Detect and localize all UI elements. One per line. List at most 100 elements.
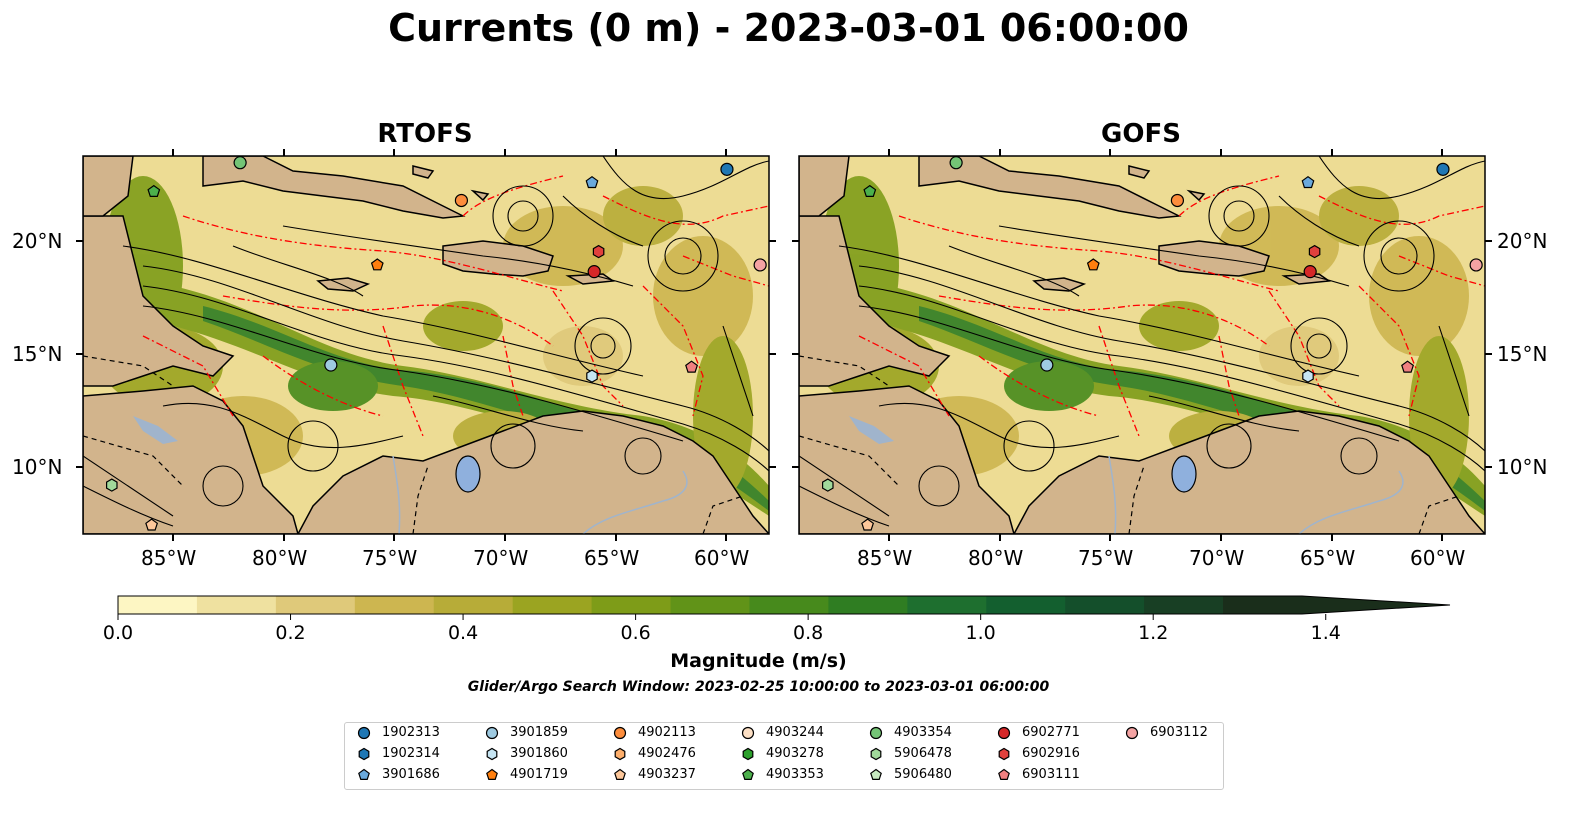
legend-marker-circle-icon — [869, 726, 883, 739]
legend-item: 3901859 — [485, 725, 568, 740]
legend-item: 6903111 — [997, 767, 1080, 782]
map-marker-4903354-gofs — [949, 156, 963, 170]
map-marker-4903353-rtofs — [147, 184, 161, 197]
legend-item: 6902771 — [997, 725, 1080, 740]
legend-marker-circle-icon — [1125, 726, 1139, 739]
lon-label-80w-left: 80°W — [252, 546, 308, 570]
legend-label: 4902476 — [638, 746, 696, 761]
colorbar-segment — [1065, 596, 1145, 614]
legend-label: 3901686 — [382, 767, 440, 782]
lon-label-75w-left: 75°W — [362, 546, 418, 570]
legend-label: 5906480 — [894, 767, 952, 782]
lon-label-65w-left: 65°W — [584, 546, 640, 570]
search-window-text: Glider/Argo Search Window: 2023-02-25 10… — [467, 679, 1050, 695]
legend-marker-pentagon-icon — [870, 768, 882, 780]
map-marker-4901719-rtofs — [370, 258, 384, 271]
legend-marker-pentagon-icon — [742, 768, 754, 780]
legend-label: 4903244 — [766, 725, 824, 740]
legend-marker-circle-icon — [357, 726, 371, 739]
colorbar-tick-label: 1.4 — [1310, 622, 1341, 644]
legend-marker-circle-icon — [485, 726, 499, 739]
map-marker-4901719-gofs — [1086, 258, 1100, 271]
map-marker-4902113-gofs — [1170, 193, 1185, 208]
legend-marker-circle-icon — [613, 726, 627, 739]
colorbar-segment — [196, 596, 277, 614]
legend-marker-pentagon-icon — [358, 768, 370, 780]
colorbar-tick-label: 0.2 — [275, 622, 306, 644]
colorbar-segment — [670, 596, 750, 614]
legend-label: 3901859 — [510, 725, 568, 740]
lon-label-70w-right: 70°W — [1189, 546, 1245, 570]
legend-item: 4903278 — [741, 746, 824, 761]
lon-label-70w-left: 70°W — [473, 546, 529, 570]
map-marker-1902313-rtofs — [720, 162, 734, 176]
map-marker-3901860-gofs — [1302, 369, 1314, 383]
legend-marker-hexagon-icon — [614, 747, 626, 760]
legend-label: 4902113 — [638, 725, 696, 740]
legend-item: 1902314 — [357, 746, 440, 761]
legend-item: 4903244 — [741, 725, 824, 740]
colorbar-tick-label: 0.4 — [447, 622, 479, 644]
legend-marker-pentagon-icon — [998, 768, 1010, 780]
lat-label-10n-right: 10°N — [1497, 455, 1548, 479]
lat-label-10n-left: 10°N — [12, 455, 63, 479]
legend-label: 3901860 — [510, 746, 568, 761]
colorbar-segment — [907, 596, 987, 614]
lon-label-80w-right: 80°W — [968, 546, 1024, 570]
colorbar-label: Magnitude (m/s) — [670, 650, 847, 672]
colorbar-outline — [117, 595, 1451, 615]
colorbar-tick-label: 1.0 — [965, 622, 996, 644]
legend-marker-hexagon-icon — [486, 747, 498, 760]
map-marker-3901859-gofs — [1040, 358, 1054, 372]
colorbar-tick-label: 0.0 — [102, 622, 134, 644]
legend-label: 4903354 — [894, 725, 952, 740]
legend-label: 1902314 — [382, 746, 440, 761]
legend-item: 5906480 — [869, 767, 952, 782]
legend-label: 6903111 — [1022, 767, 1080, 782]
legend-marker-hexagon-icon — [358, 747, 370, 760]
legend-marker-hexagon-icon — [742, 747, 754, 760]
legend-item: 4903353 — [741, 767, 824, 782]
map-marker-3901686-gofs — [1301, 175, 1315, 189]
map-marker-6903111-rtofs — [685, 360, 699, 373]
colorbar-segment — [118, 596, 198, 614]
legend-item: 4903354 — [869, 725, 952, 740]
map-marker-4903237-gofs — [861, 518, 875, 531]
gofs-map — [799, 156, 1485, 534]
map-marker-4903354-rtofs — [233, 156, 247, 170]
map-marker-6902771-rtofs — [587, 265, 601, 279]
figure-title: Currents (0 m) - 2023-03-01 06:00:00 — [388, 6, 1189, 50]
legend-label: 6902771 — [1022, 725, 1080, 740]
lat-label-20n-right: 20°N — [1497, 229, 1548, 253]
colorbar-segment — [749, 596, 829, 614]
colorbar-tick-label: 0.8 — [793, 622, 824, 644]
lat-label-20n-left: 20°N — [12, 229, 63, 253]
legend-item: 4901719 — [485, 767, 568, 782]
lon-label-65w-right: 65°W — [1300, 546, 1356, 570]
map-marker-6902916-rtofs — [592, 244, 605, 259]
lat-label-15n-left: 15°N — [12, 342, 63, 366]
colorbar-tick-label: 0.6 — [620, 622, 651, 644]
map-marker-6902916-gofs — [1308, 244, 1321, 259]
colorbar-extend-arrow — [1223, 596, 1450, 614]
rtofs-map — [83, 156, 769, 534]
map-marker-5906478-rtofs — [105, 478, 118, 492]
legend-marker-hexagon-icon — [998, 747, 1010, 760]
colorbar-segment — [354, 596, 435, 614]
legend: 1902313 1902314 3901686 3901859 3901860 49017… — [344, 722, 1224, 790]
legend-label: 4901719 — [510, 767, 568, 782]
legend-label: 6903112 — [1150, 725, 1208, 740]
map-marker-6902771-gofs — [1303, 265, 1317, 279]
map-marker-4903353-gofs — [863, 184, 877, 197]
legend-item: 1902313 — [357, 725, 440, 740]
panel-title-rtofs: RTOFS — [377, 119, 473, 149]
legend-item: 6903112 — [1125, 725, 1208, 740]
colorbar-segment — [591, 596, 672, 614]
lat-label-15n-right: 15°N — [1497, 342, 1548, 366]
colorbar-segment — [986, 596, 1066, 614]
legend-label: 4903237 — [638, 767, 696, 782]
lon-label-85w-right: 85°W — [857, 546, 913, 570]
colorbar-segment — [433, 596, 514, 614]
map-marker-3901686-rtofs — [585, 175, 599, 189]
map-marker-4902113-rtofs — [454, 193, 469, 208]
